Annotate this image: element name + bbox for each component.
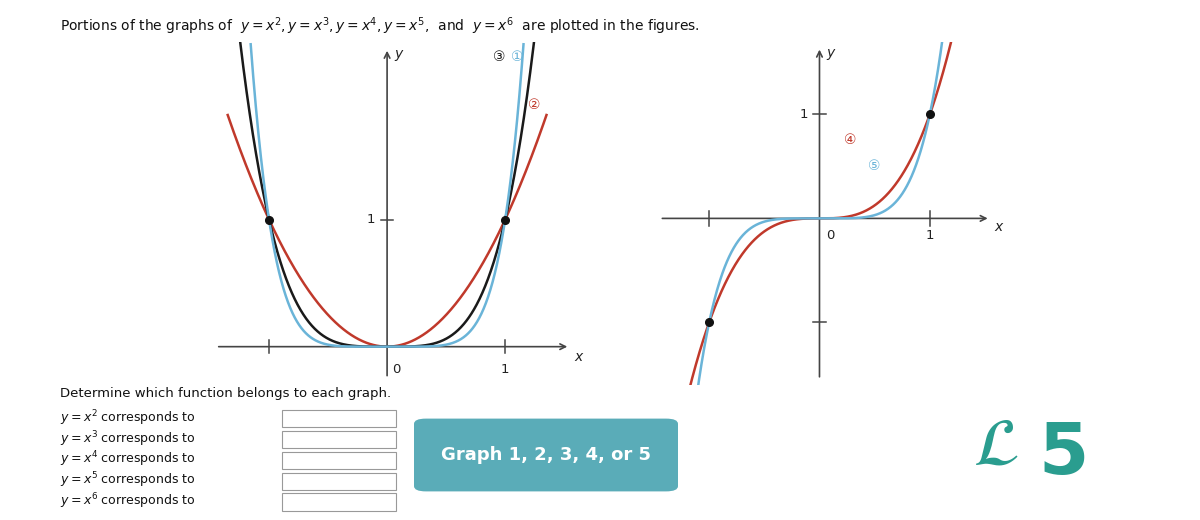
Text: 1: 1 <box>500 363 510 376</box>
Text: 0: 0 <box>826 229 834 242</box>
Text: 0: 0 <box>392 363 400 376</box>
Text: $y = x^3$ corresponds to: $y = x^3$ corresponds to <box>60 429 196 449</box>
Text: $y$: $y$ <box>826 47 836 62</box>
Text: ⑤: ⑤ <box>869 160 881 173</box>
Text: Determine which function belongs to each graph.: Determine which function belongs to each… <box>60 387 391 400</box>
Text: ∨: ∨ <box>389 415 396 425</box>
Text: $\mathbf{5}$: $\mathbf{5}$ <box>1038 420 1086 489</box>
Text: 1: 1 <box>367 213 376 226</box>
Text: $\mathcal{L}$: $\mathcal{L}$ <box>973 412 1019 478</box>
Text: ∨: ∨ <box>389 457 396 466</box>
Text: $y = x^6$ corresponds to: $y = x^6$ corresponds to <box>60 491 196 511</box>
Text: ②: ② <box>528 98 541 112</box>
Text: --Select--: --Select-- <box>287 495 337 504</box>
Text: $y = x^5$ corresponds to: $y = x^5$ corresponds to <box>60 471 196 490</box>
Text: Portions of the graphs of  $y = x^2, y = x^3, y = x^4, y = x^5$,  and  $y = x^6$: Portions of the graphs of $y = x^2, y = … <box>60 16 700 37</box>
Text: $y$: $y$ <box>394 48 404 63</box>
Text: --Select--: --Select-- <box>287 411 337 421</box>
Text: $x$: $x$ <box>574 350 584 364</box>
Text: $x$: $x$ <box>994 220 1004 233</box>
Text: $y = x^4$ corresponds to: $y = x^4$ corresponds to <box>60 450 196 470</box>
Text: --Select--: --Select-- <box>287 474 337 484</box>
Text: 1: 1 <box>800 108 809 121</box>
Text: $y = x^2$ corresponds to: $y = x^2$ corresponds to <box>60 408 196 428</box>
Text: ④: ④ <box>844 134 857 147</box>
Text: ∨: ∨ <box>389 436 396 446</box>
Text: --Select--: --Select-- <box>287 432 337 442</box>
Text: --Select--: --Select-- <box>287 453 337 463</box>
Text: ①: ① <box>511 50 523 64</box>
Text: ∨: ∨ <box>389 477 396 487</box>
Text: 1: 1 <box>925 229 934 242</box>
Text: Graph 1, 2, 3, 4, or 5: Graph 1, 2, 3, 4, or 5 <box>442 446 650 464</box>
Text: ③: ③ <box>493 50 505 64</box>
Text: ∨: ∨ <box>389 498 396 508</box>
